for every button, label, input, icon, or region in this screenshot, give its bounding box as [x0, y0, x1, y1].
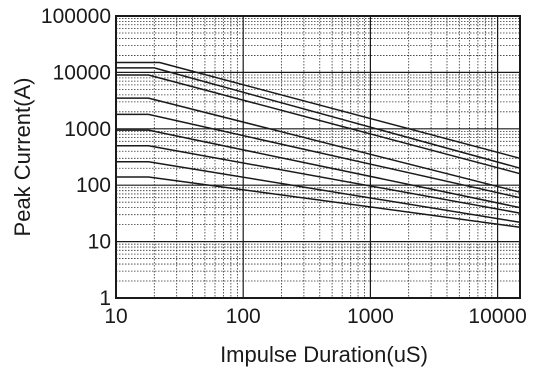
x-tick-label: 10000 — [468, 305, 526, 328]
x-tick-labels: 10 100 1000 10000 — [104, 305, 526, 328]
series-line-9 — [116, 176, 521, 228]
plot-frame — [115, 15, 521, 299]
series-line-1 — [116, 61, 521, 160]
series-line-8 — [116, 161, 521, 224]
series-line-6 — [116, 129, 521, 209]
x-tick-label: 1000 — [347, 305, 394, 328]
y-tick-labels: 1 10 100 1000 10000 100000 — [41, 5, 111, 310]
y-tick-label: 10 — [88, 231, 111, 254]
x-axis-label: Impulse Duration(uS) — [220, 342, 428, 367]
series-line-5 — [116, 113, 521, 199]
series-line-3 — [116, 74, 521, 175]
series-line-2 — [116, 67, 521, 169]
x-tick-label: 100 — [226, 305, 261, 328]
x-tick-label: 10 — [104, 305, 127, 328]
y-tick-label: 100000 — [41, 5, 111, 28]
y-axis-label: Peak Current(A) — [10, 78, 35, 237]
y-tick-label: 100 — [76, 174, 111, 197]
y-tick-label: 1000 — [64, 118, 111, 141]
y-tick-label: 1 — [99, 287, 111, 310]
y-tick-label: 10000 — [53, 61, 111, 84]
series-line-4 — [116, 97, 521, 193]
series-line-7 — [116, 145, 521, 214]
series-layer — [116, 61, 521, 228]
minor-grid — [116, 16, 520, 298]
